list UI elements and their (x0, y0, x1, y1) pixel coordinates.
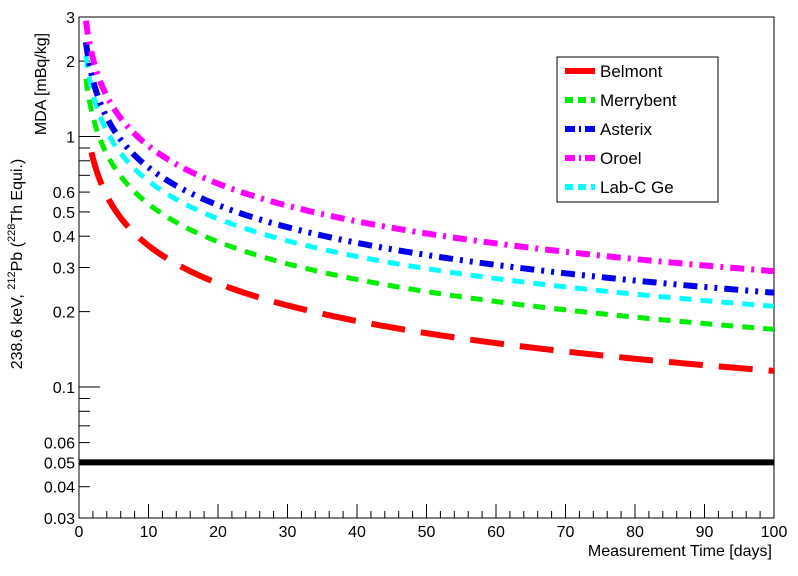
y-tick-label: 0.5 (53, 205, 75, 222)
x-tick-label: 100 (761, 524, 788, 541)
axis-ticks (78, 16, 775, 519)
y-tick-label: 0.6 (53, 185, 75, 202)
y-tick-label: 0.05 (44, 455, 75, 472)
y-tick-label: 0.2 (53, 305, 75, 322)
y-axis-title-sup2: 228 (6, 224, 18, 242)
series-line-belmont (88, 151, 774, 374)
y-tick-label: 0.4 (53, 229, 75, 246)
y-axis-title-sup1: 212 (6, 271, 18, 289)
legend-label: Oroel (600, 149, 642, 168)
legend-box (556, 56, 719, 203)
legend-label: Merrybent (600, 91, 677, 110)
legend-label: Asterix (600, 120, 652, 139)
y-axis-title-main: 238.6 keV, (9, 290, 26, 369)
y-tick-label: 2 (66, 54, 75, 71)
series-lines (79, 20, 774, 466)
y-tick-label: 3 (66, 10, 75, 27)
y-tick-label: 0.04 (44, 480, 75, 497)
x-tick-label: 60 (487, 524, 505, 541)
x-tick-label: 40 (348, 524, 366, 541)
y-tick-label: 0.03 (44, 511, 75, 528)
x-tick-label: 50 (418, 524, 436, 541)
x-tick-label: 90 (696, 524, 714, 541)
x-axis-title: Measurement Time [days] (588, 543, 772, 560)
x-tick-label: 0 (75, 524, 84, 541)
y-tick-label: 0.06 (44, 436, 75, 453)
y-axis-title-end: Th Equi.) (9, 159, 26, 224)
series-line-oroel (82, 20, 774, 275)
svg-text:238.6 keV, 212Pb (228Th Equi.): 238.6 keV, 212Pb (228Th Equi.) (6, 159, 26, 369)
y-axis-title-line2: MDA [mBq/kg] (33, 33, 50, 135)
x-tick-label: 10 (140, 524, 158, 541)
y-axis-title: 238.6 keV, 212Pb (228Th Equi.) (6, 159, 26, 369)
legend-label: Belmont (600, 62, 663, 81)
series-line-merrybent (83, 78, 774, 332)
series-line-lab-c-ge (83, 55, 774, 309)
y-tick-label: 0.1 (53, 380, 75, 397)
x-tick-label: 80 (626, 524, 644, 541)
x-tick-label: 20 (209, 524, 227, 541)
legend-label: Lab-C Ge (600, 178, 674, 197)
y-tick-label: 0.3 (53, 261, 75, 278)
legend: Belmont Merrybent Asterix Oroel Lab-C Ge (556, 56, 719, 203)
x-tick-label: 30 (279, 524, 297, 541)
axis-tick-labels: 0 10 20 30 40 50 60 70 80 90 100 0.03 0.04 0.05 0.06 0.… (44, 10, 788, 541)
y-tick-label: 1 (66, 130, 75, 147)
x-tick-label: 70 (557, 524, 575, 541)
y-axis-title-mid: Pb ( (9, 241, 26, 271)
